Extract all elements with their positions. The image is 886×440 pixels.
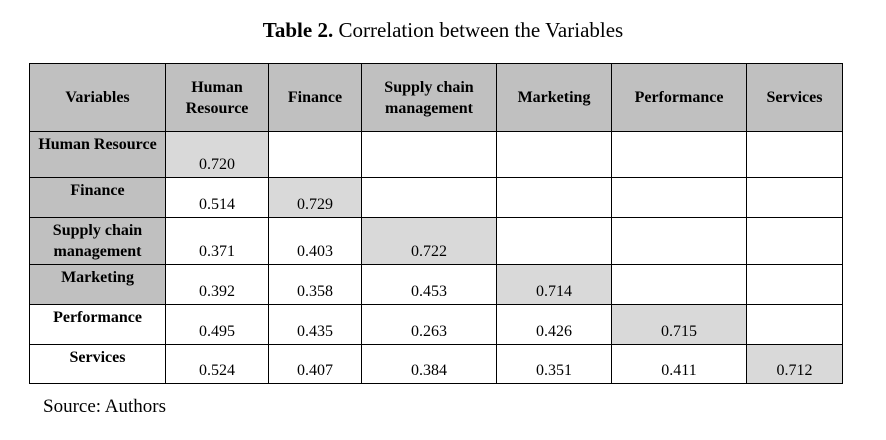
value-cell: 0.407 [268, 344, 362, 384]
header-cell: Services [746, 63, 843, 132]
value-cell [611, 131, 747, 178]
diagonal-cell: 0.714 [496, 264, 612, 305]
value-cell [746, 177, 843, 218]
header-cell: Supply chain management [361, 63, 497, 132]
header-row: Variables Human Resource Finance Supply … [29, 63, 843, 132]
value-cell [361, 131, 497, 178]
value-cell [268, 131, 362, 178]
diagonal-cell: 0.712 [746, 344, 843, 384]
row-label: Performance [29, 304, 166, 345]
diagonal-cell: 0.729 [268, 177, 362, 218]
header-cell: Human Resource [165, 63, 269, 132]
table-row: Supply chain management 0.371 0.403 0.722 [29, 217, 843, 265]
table-row: Human Resource 0.720 [29, 131, 843, 178]
row-label: Services [29, 344, 166, 384]
row-label: Marketing [29, 264, 166, 305]
value-cell: 0.371 [165, 217, 269, 265]
value-cell: 0.392 [165, 264, 269, 305]
value-cell: 0.263 [361, 304, 497, 345]
value-cell [611, 177, 747, 218]
diagonal-cell: 0.715 [611, 304, 747, 345]
value-cell [746, 217, 843, 265]
table-row: Marketing 0.392 0.358 0.453 0.714 [29, 264, 843, 305]
header-cell: Finance [268, 63, 362, 132]
header-cell: Marketing [496, 63, 612, 132]
value-cell [496, 131, 612, 178]
value-cell [746, 304, 843, 345]
value-cell [611, 217, 747, 265]
table-row: Services 0.524 0.407 0.384 0.351 0.411 0.712 [29, 344, 843, 384]
value-cell [496, 177, 612, 218]
value-cell: 0.435 [268, 304, 362, 345]
value-cell [746, 131, 843, 178]
value-cell: 0.514 [165, 177, 269, 218]
value-cell: 0.358 [268, 264, 362, 305]
value-cell: 0.351 [496, 344, 612, 384]
table-title: Table 2. Correlation between the Variabl… [0, 18, 886, 43]
value-cell: 0.403 [268, 217, 362, 265]
diagonal-cell: 0.722 [361, 217, 497, 265]
table-row: Finance 0.514 0.729 [29, 177, 843, 218]
table-caption: Correlation between the Variables [338, 18, 624, 42]
row-label: Supply chain management [29, 217, 166, 265]
diagonal-cell: 0.720 [165, 131, 269, 178]
value-cell [746, 264, 843, 305]
row-label: Human Resource [29, 131, 166, 178]
value-cell [361, 177, 497, 218]
value-cell: 0.411 [611, 344, 747, 384]
table-row: Performance 0.495 0.435 0.263 0.426 0.715 [29, 304, 843, 345]
value-cell: 0.453 [361, 264, 497, 305]
header-cell: Performance [611, 63, 747, 132]
source-note: Source: Authors [43, 396, 166, 417]
row-label: Finance [29, 177, 166, 218]
table-number: Table 2. [262, 18, 334, 42]
header-cell-variables: Variables [29, 63, 166, 132]
value-cell: 0.384 [361, 344, 497, 384]
correlation-table: Variables Human Resource Finance Supply … [29, 63, 843, 384]
value-cell: 0.495 [165, 304, 269, 345]
value-cell: 0.426 [496, 304, 612, 345]
value-cell [611, 264, 747, 305]
value-cell: 0.524 [165, 344, 269, 384]
value-cell [496, 217, 612, 265]
